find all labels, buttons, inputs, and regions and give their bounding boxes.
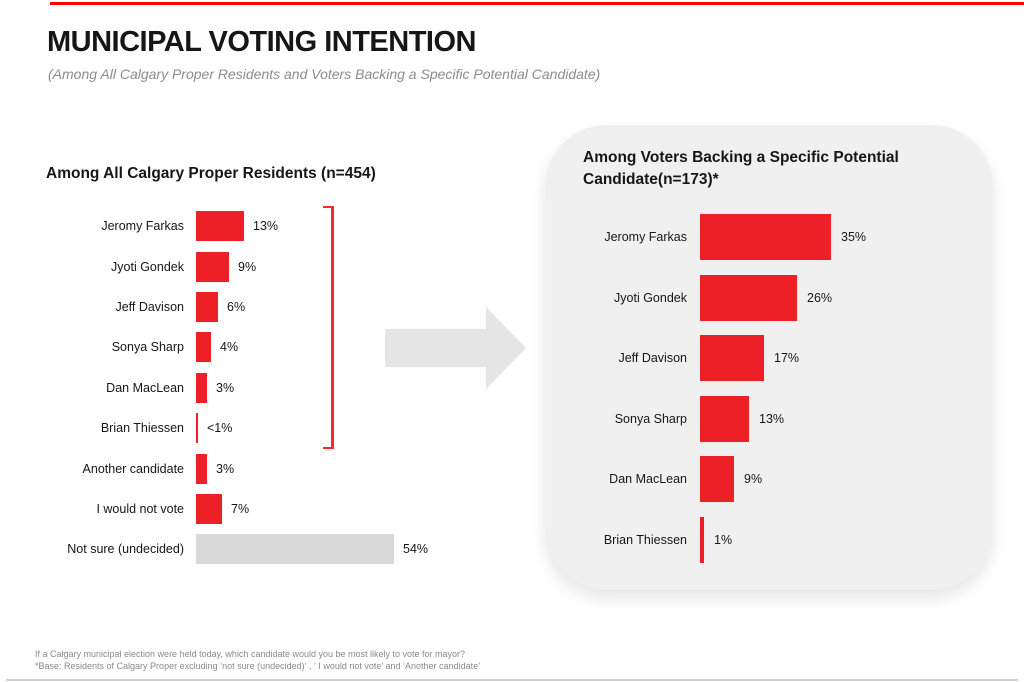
- left-chart: Jeromy Farkas 13% Jyoti Gondek 9% Jeff Davis…: [46, 206, 476, 570]
- bar: [196, 413, 198, 444]
- chart-row: Jyoti Gondek 26%: [545, 268, 993, 329]
- candidate-label: Another candidate: [82, 461, 184, 476]
- candidate-label: Jyoti Gondek: [111, 259, 184, 274]
- value-label: <1%: [207, 421, 233, 436]
- value-label: 35%: [841, 230, 867, 245]
- value-label: 9%: [238, 259, 257, 274]
- candidate-label: Jeff Davison: [618, 351, 687, 366]
- chart-row: Jeromy Farkas 13%: [46, 206, 476, 246]
- candidate-label: Sonya Sharp: [614, 411, 687, 426]
- chart-row: Not sure (undecided) 54%: [46, 529, 476, 569]
- value-label: 7%: [231, 501, 250, 516]
- chart-row: Brian Thiessen <1%: [46, 408, 476, 448]
- value-label: 3%: [216, 380, 235, 395]
- bar: [196, 372, 207, 403]
- page-title: MUNICIPAL VOTING INTENTION: [47, 26, 476, 58]
- chart-row: Dan MacLean 9%: [545, 449, 993, 510]
- footnote-base: *Base: Residents of Calgary Proper exclu…: [35, 661, 481, 671]
- chart-row: Sonya Sharp 4%: [46, 327, 476, 367]
- bar: [196, 332, 211, 363]
- chart-row: Jyoti Gondek 9%: [46, 246, 476, 286]
- top-accent-line: [50, 2, 1024, 5]
- right-chart-title: Among Voters Backing a Specific Potentia…: [583, 149, 899, 188]
- chart-row: Another candidate 3%: [46, 448, 476, 488]
- candidate-label: Sonya Sharp: [111, 340, 184, 355]
- candidate-label: Jeromy Farkas: [604, 230, 687, 245]
- chart-row: Sonya Sharp 13%: [545, 389, 993, 450]
- chart-row: I would not vote 7%: [46, 489, 476, 529]
- value-label: 1%: [714, 532, 733, 547]
- bar: [700, 516, 704, 563]
- bar: [196, 534, 394, 565]
- arrow-right-icon: [385, 329, 486, 367]
- bar: [700, 335, 764, 382]
- candidate-label: Jyoti Gondek: [614, 290, 687, 305]
- bar: [700, 274, 797, 321]
- candidate-label: Jeff Davison: [115, 299, 184, 314]
- value-label: 4%: [220, 340, 239, 355]
- value-label: 6%: [227, 299, 246, 314]
- page-subtitle: (Among All Calgary Proper Residents and …: [48, 66, 601, 82]
- bar: [196, 493, 222, 524]
- left-chart-title: Among All Calgary Proper Residents (n=45…: [46, 165, 376, 182]
- right-chart: Jeromy Farkas 35% Jyoti Gondek 26% Jeff Davi…: [545, 207, 993, 570]
- candidate-label: Dan MacLean: [106, 380, 184, 395]
- chart-row: Dan MacLean 3%: [46, 368, 476, 408]
- bar: [196, 211, 244, 242]
- right-chart-panel: Among Voters Backing a Specific Potentia…: [545, 125, 993, 590]
- bar: [700, 214, 831, 261]
- bar: [196, 251, 229, 282]
- value-label: 17%: [774, 351, 800, 366]
- candidate-label: Dan MacLean: [609, 472, 687, 487]
- chart-row: Jeff Davison 17%: [545, 328, 993, 389]
- bar: [700, 456, 734, 503]
- candidate-label: Not sure (undecided): [67, 542, 184, 557]
- value-label: 13%: [759, 411, 785, 426]
- chart-row: Jeff Davison 6%: [46, 287, 476, 327]
- candidate-label: I would not vote: [96, 501, 184, 516]
- value-label: 26%: [807, 290, 833, 305]
- bar: [196, 453, 207, 484]
- value-label: 13%: [253, 219, 279, 234]
- bar: [196, 291, 218, 322]
- candidate-label: Brian Thiessen: [100, 421, 184, 436]
- bottom-divider: [6, 679, 1018, 681]
- arrow-right-icon-head: [486, 307, 526, 389]
- footnote-question: If a Calgary municipal election were hel…: [35, 649, 466, 659]
- bar: [700, 395, 749, 442]
- top-candidates-bracket: [323, 206, 334, 449]
- candidate-label: Brian Thiessen: [603, 532, 687, 547]
- chart-row: Brian Thiessen 1%: [545, 510, 993, 571]
- candidate-label: Jeromy Farkas: [101, 219, 184, 234]
- chart-row: Jeromy Farkas 35%: [545, 207, 993, 268]
- value-label: 54%: [403, 542, 429, 557]
- value-label: 3%: [216, 461, 235, 476]
- value-label: 9%: [744, 472, 763, 487]
